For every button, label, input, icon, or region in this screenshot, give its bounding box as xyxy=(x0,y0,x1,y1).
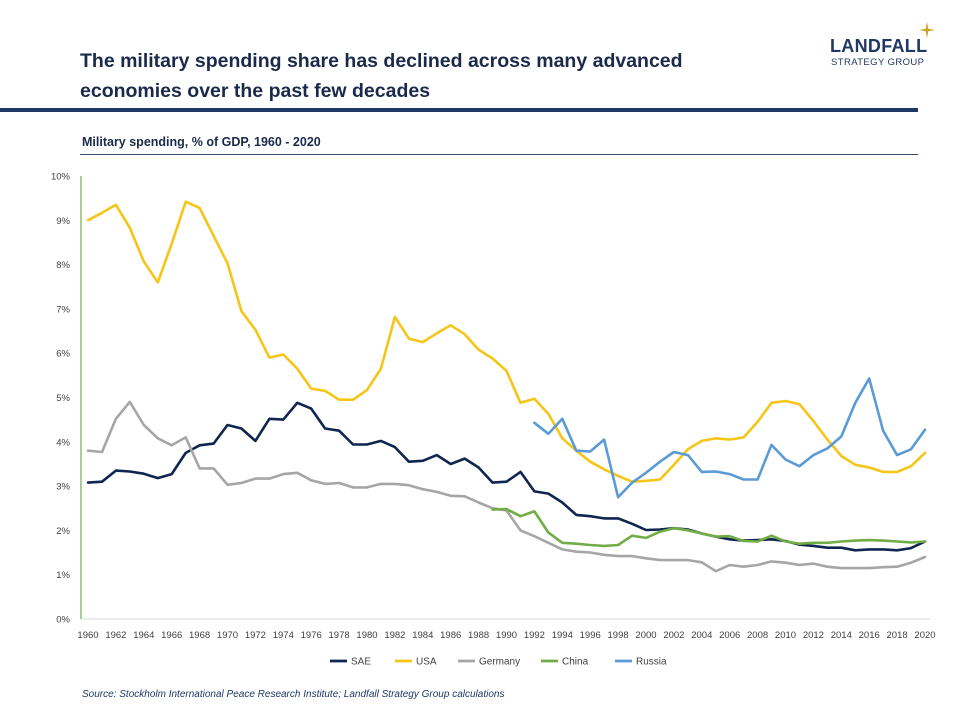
x-tick-label: 1996 xyxy=(580,630,601,641)
y-tick-label: 8% xyxy=(56,260,70,271)
x-tick-label: 1980 xyxy=(356,630,377,641)
chart-headline: The military spending share has declined… xyxy=(80,50,683,102)
legend-label-usa: USA xyxy=(416,657,437,668)
x-tick-label: 2016 xyxy=(859,630,880,641)
chart-series xyxy=(86,200,927,573)
y-tick-label: 1% xyxy=(56,570,70,581)
y-tick-label: 9% xyxy=(56,216,70,227)
y-tick-label: 10% xyxy=(51,172,71,183)
chart-axes xyxy=(80,176,930,620)
x-tick-label: 1998 xyxy=(608,630,629,641)
x-tick-label: 2014 xyxy=(831,630,852,641)
series-line-sae xyxy=(86,401,927,552)
logo-wordmark: LANDFALL xyxy=(830,36,928,56)
x-tick-label: 2006 xyxy=(719,630,740,641)
x-tick-label: 2002 xyxy=(663,630,684,641)
series-line-china xyxy=(491,507,927,548)
x-axis-ticks: 1960 1962 1964 1966 1968 1970 1972 1974 1976 1978… xyxy=(77,630,935,641)
y-tick-label: 3% xyxy=(56,482,70,493)
x-tick-label: 1966 xyxy=(161,630,182,641)
series-line-russia xyxy=(533,377,927,499)
x-tick-label: 2000 xyxy=(635,630,656,641)
x-tick-label: 2004 xyxy=(691,630,712,641)
four-point-star-icon xyxy=(919,22,935,38)
source-note: Source: Stockholm International Peace Re… xyxy=(82,689,505,700)
x-tick-label: 2008 xyxy=(747,630,768,641)
x-tick-label: 1978 xyxy=(329,630,350,641)
x-tick-label: 1988 xyxy=(468,630,489,641)
x-tick-label: 2020 xyxy=(914,630,935,641)
x-tick-label: 1994 xyxy=(552,630,573,641)
x-tick-label: 1974 xyxy=(273,630,294,641)
y-tick-label: 5% xyxy=(56,393,70,404)
chart-subtitle: Military spending, % of GDP, 1960 - 2020 xyxy=(82,135,321,149)
x-tick-label: 1982 xyxy=(384,630,405,641)
line-chart: 0% 1% 2% 3% 4% 5% 6% 7% 8% 9% 10% 1960 1962 1964 1966… xyxy=(51,172,936,668)
subtitle-divider xyxy=(80,154,918,155)
x-tick-label: 1972 xyxy=(245,630,266,641)
logo-tagline: STRATEGY GROUP xyxy=(831,57,925,68)
y-tick-label: 4% xyxy=(56,437,70,448)
y-axis-ticks: 0% 1% 2% 3% 4% 5% 6% 7% 8% 9% 10% xyxy=(51,172,71,626)
legend-label-sae: SAE xyxy=(351,657,371,668)
legend-label-china: China xyxy=(562,657,589,668)
y-tick-label: 0% xyxy=(56,615,70,626)
y-tick-label: 2% xyxy=(56,526,70,537)
x-tick-label: 2010 xyxy=(775,630,796,641)
x-tick-label: 1990 xyxy=(496,630,517,641)
x-tick-label: 1984 xyxy=(412,630,433,641)
header-divider xyxy=(0,108,918,112)
x-tick-label: 1976 xyxy=(301,630,322,641)
x-tick-label: 2012 xyxy=(803,630,824,641)
x-tick-label: 2018 xyxy=(887,630,908,641)
y-tick-label: 7% xyxy=(56,304,70,315)
x-tick-label: 1968 xyxy=(189,630,210,641)
x-tick-label: 1962 xyxy=(105,630,126,641)
x-tick-label: 1970 xyxy=(217,630,238,641)
x-tick-label: 1986 xyxy=(440,630,461,641)
landfall-logo: LANDFALL STRATEGY GROUP xyxy=(828,22,938,74)
series-line-usa xyxy=(86,200,927,484)
legend-label-russia: Russia xyxy=(636,657,667,668)
x-tick-label: 1964 xyxy=(133,630,154,641)
x-tick-label: 1960 xyxy=(77,630,98,641)
chart-legend: SAE USA Germany China Russia xyxy=(330,657,667,668)
legend-label-germany: Germany xyxy=(479,657,520,668)
y-tick-label: 6% xyxy=(56,349,70,360)
x-tick-label: 1992 xyxy=(524,630,545,641)
